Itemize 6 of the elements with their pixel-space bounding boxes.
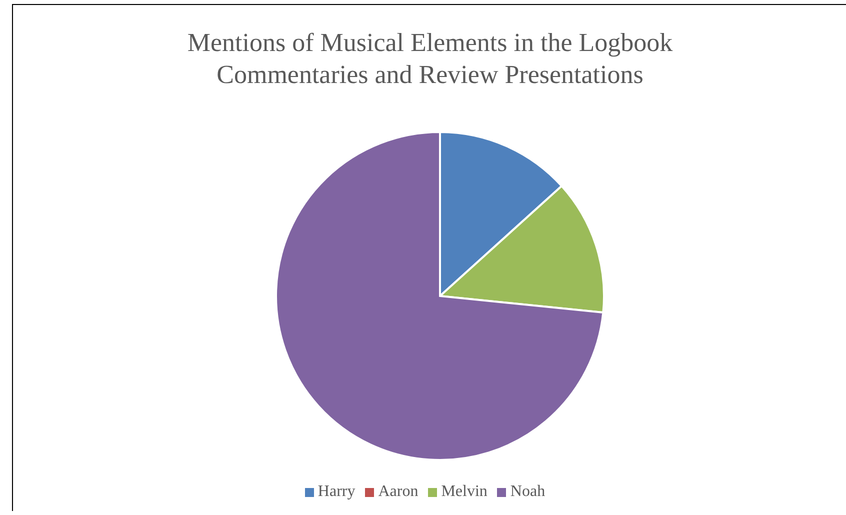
chart-title: Mentions of Musical Elements in the Logbook Commentaries and Review Presentations [186,27,674,91]
pie-slice [275,131,604,461]
legend-label: Melvin [441,483,488,500]
legend-label: Noah [510,483,546,500]
legend-label: Aaron [378,483,418,500]
legend-label: Harry [318,483,356,500]
